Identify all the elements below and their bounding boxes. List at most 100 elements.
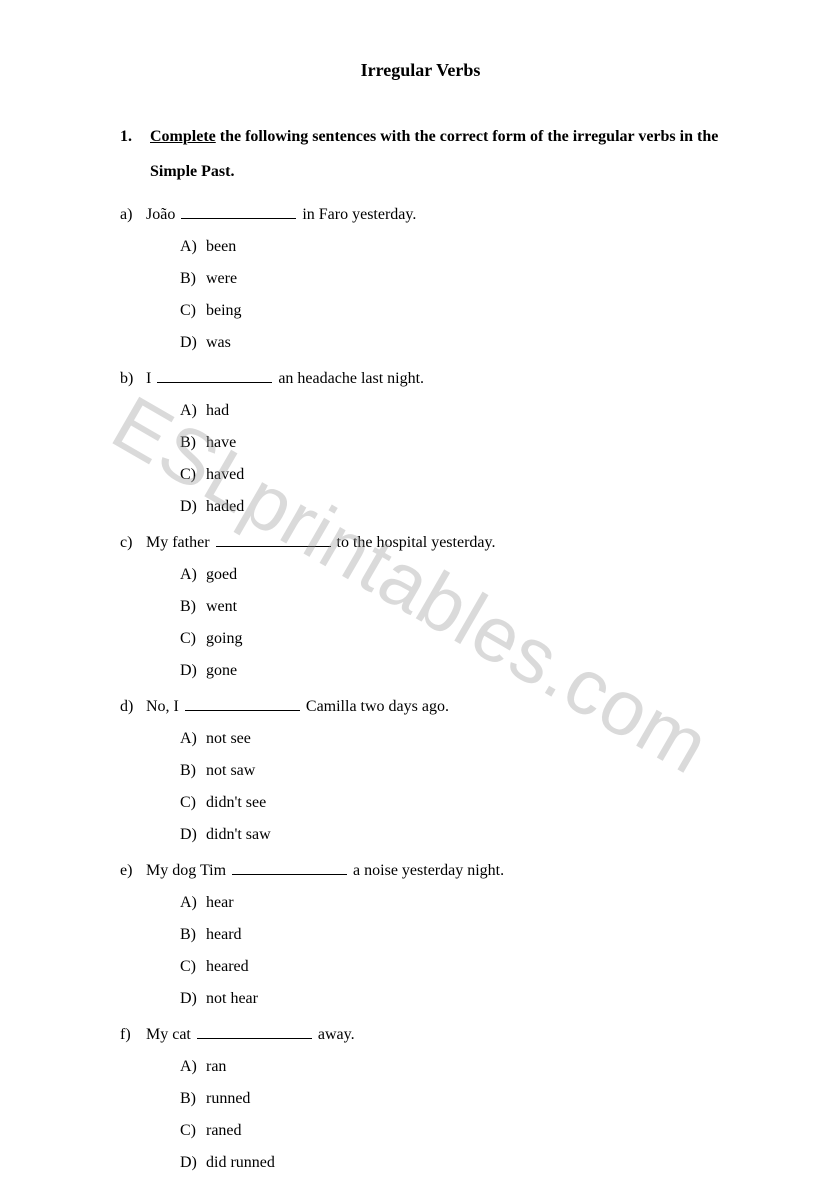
option-row: B)not saw bbox=[180, 755, 721, 787]
blank-line bbox=[232, 859, 347, 875]
question-row: e)My dog Tim a noise yesterday night. bbox=[120, 855, 721, 887]
option-row: C)haved bbox=[180, 459, 721, 491]
question-after: away. bbox=[314, 1026, 355, 1043]
option-row: B)were bbox=[180, 263, 721, 295]
option-letter: B) bbox=[180, 919, 206, 951]
option-row: B)have bbox=[180, 427, 721, 459]
option-row: A)had bbox=[180, 395, 721, 427]
option-row: D)was bbox=[180, 327, 721, 359]
option-row: A)not see bbox=[180, 723, 721, 755]
option-letter: C) bbox=[180, 295, 206, 327]
question-before: João bbox=[146, 206, 179, 223]
options-list: A)ranB)runnedC)ranedD)did runned bbox=[180, 1051, 721, 1179]
option-text: being bbox=[206, 295, 242, 327]
question-row: f)My cat away. bbox=[120, 1019, 721, 1051]
option-text: didn't saw bbox=[206, 819, 271, 851]
option-row: C)raned bbox=[180, 1115, 721, 1147]
question-after: an headache last night. bbox=[274, 370, 424, 387]
question-letter: e) bbox=[120, 855, 146, 887]
question-text: My cat away. bbox=[146, 1019, 355, 1051]
option-text: gone bbox=[206, 655, 237, 687]
option-text: runned bbox=[206, 1083, 250, 1115]
question-row: b)I an headache last night. bbox=[120, 363, 721, 395]
options-list: A)hadB)haveC)havedD)haded bbox=[180, 395, 721, 523]
option-letter: A) bbox=[180, 887, 206, 919]
option-row: D)gone bbox=[180, 655, 721, 687]
option-letter: B) bbox=[180, 755, 206, 787]
question-text: I an headache last night. bbox=[146, 363, 424, 395]
option-text: not see bbox=[206, 723, 251, 755]
question-block: c)My father to the hospital yesterday.A)… bbox=[120, 527, 721, 687]
question-row: a)João in Faro yesterday. bbox=[120, 199, 721, 231]
question-before: No, I bbox=[146, 698, 183, 715]
question-text: João in Faro yesterday. bbox=[146, 199, 416, 231]
options-list: A)not seeB)not sawC)didn't seeD)didn't s… bbox=[180, 723, 721, 851]
question-letter: c) bbox=[120, 527, 146, 559]
option-row: B)went bbox=[180, 591, 721, 623]
option-row: B)runned bbox=[180, 1083, 721, 1115]
option-letter: D) bbox=[180, 655, 206, 687]
option-letter: A) bbox=[180, 395, 206, 427]
question-before: My dog Tim bbox=[146, 862, 230, 879]
question-after: in Faro yesterday. bbox=[298, 206, 416, 223]
option-text: heared bbox=[206, 951, 249, 983]
question-after: Camilla two days ago. bbox=[302, 698, 449, 715]
option-text: had bbox=[206, 395, 229, 427]
question-after: a noise yesterday night. bbox=[349, 862, 504, 879]
question-text: No, I Camilla two days ago. bbox=[146, 691, 449, 723]
option-letter: D) bbox=[180, 983, 206, 1015]
option-row: A)goed bbox=[180, 559, 721, 591]
option-letter: D) bbox=[180, 819, 206, 851]
question-letter: f) bbox=[120, 1019, 146, 1051]
question-text: My dog Tim a noise yesterday night. bbox=[146, 855, 504, 887]
option-row: C)being bbox=[180, 295, 721, 327]
option-text: haved bbox=[206, 459, 244, 491]
question-block: d)No, I Camilla two days ago.A)not seeB)… bbox=[120, 691, 721, 851]
question-block: a)João in Faro yesterday.A)beenB)wereC)b… bbox=[120, 199, 721, 359]
options-list: A)goedB)wentC)goingD)gone bbox=[180, 559, 721, 687]
option-row: D)didn't saw bbox=[180, 819, 721, 851]
question-letter: d) bbox=[120, 691, 146, 723]
option-text: hear bbox=[206, 887, 234, 919]
option-text: were bbox=[206, 263, 237, 295]
instruction-number: 1. bbox=[120, 119, 138, 189]
instruction-text: Complete the following sentences with th… bbox=[150, 119, 721, 189]
option-row: C)didn't see bbox=[180, 787, 721, 819]
option-text: raned bbox=[206, 1115, 242, 1147]
question-letter: a) bbox=[120, 199, 146, 231]
option-letter: D) bbox=[180, 1147, 206, 1179]
option-letter: C) bbox=[180, 623, 206, 655]
question-text: My father to the hospital yesterday. bbox=[146, 527, 495, 559]
option-letter: B) bbox=[180, 1083, 206, 1115]
option-row: A)ran bbox=[180, 1051, 721, 1083]
question-block: f)My cat away.A)ranB)runnedC)ranedD)did … bbox=[120, 1019, 721, 1179]
options-list: A)hearB)heardC)hearedD)not hear bbox=[180, 887, 721, 1015]
options-list: A)beenB)wereC)beingD)was bbox=[180, 231, 721, 359]
question-before: My father bbox=[146, 534, 214, 551]
option-row: D)haded bbox=[180, 491, 721, 523]
question-after: to the hospital yesterday. bbox=[333, 534, 496, 551]
option-text: did runned bbox=[206, 1147, 275, 1179]
option-text: going bbox=[206, 623, 242, 655]
question-before: My cat bbox=[146, 1026, 195, 1043]
option-row: A)hear bbox=[180, 887, 721, 919]
blank-line bbox=[197, 1023, 312, 1039]
option-letter: C) bbox=[180, 1115, 206, 1147]
option-row: B)heard bbox=[180, 919, 721, 951]
option-text: have bbox=[206, 427, 236, 459]
question-before: I bbox=[146, 370, 155, 387]
option-letter: A) bbox=[180, 559, 206, 591]
option-letter: C) bbox=[180, 951, 206, 983]
option-letter: A) bbox=[180, 723, 206, 755]
option-letter: D) bbox=[180, 327, 206, 359]
question-block: b)I an headache last night.A)hadB)haveC)… bbox=[120, 363, 721, 523]
option-row: A)been bbox=[180, 231, 721, 263]
option-letter: B) bbox=[180, 263, 206, 295]
option-row: D)not hear bbox=[180, 983, 721, 1015]
option-row: D)did runned bbox=[180, 1147, 721, 1179]
option-text: not hear bbox=[206, 983, 258, 1015]
page-title: Irregular Verbs bbox=[120, 60, 721, 81]
option-letter: A) bbox=[180, 231, 206, 263]
option-text: ran bbox=[206, 1051, 226, 1083]
option-text: was bbox=[206, 327, 231, 359]
